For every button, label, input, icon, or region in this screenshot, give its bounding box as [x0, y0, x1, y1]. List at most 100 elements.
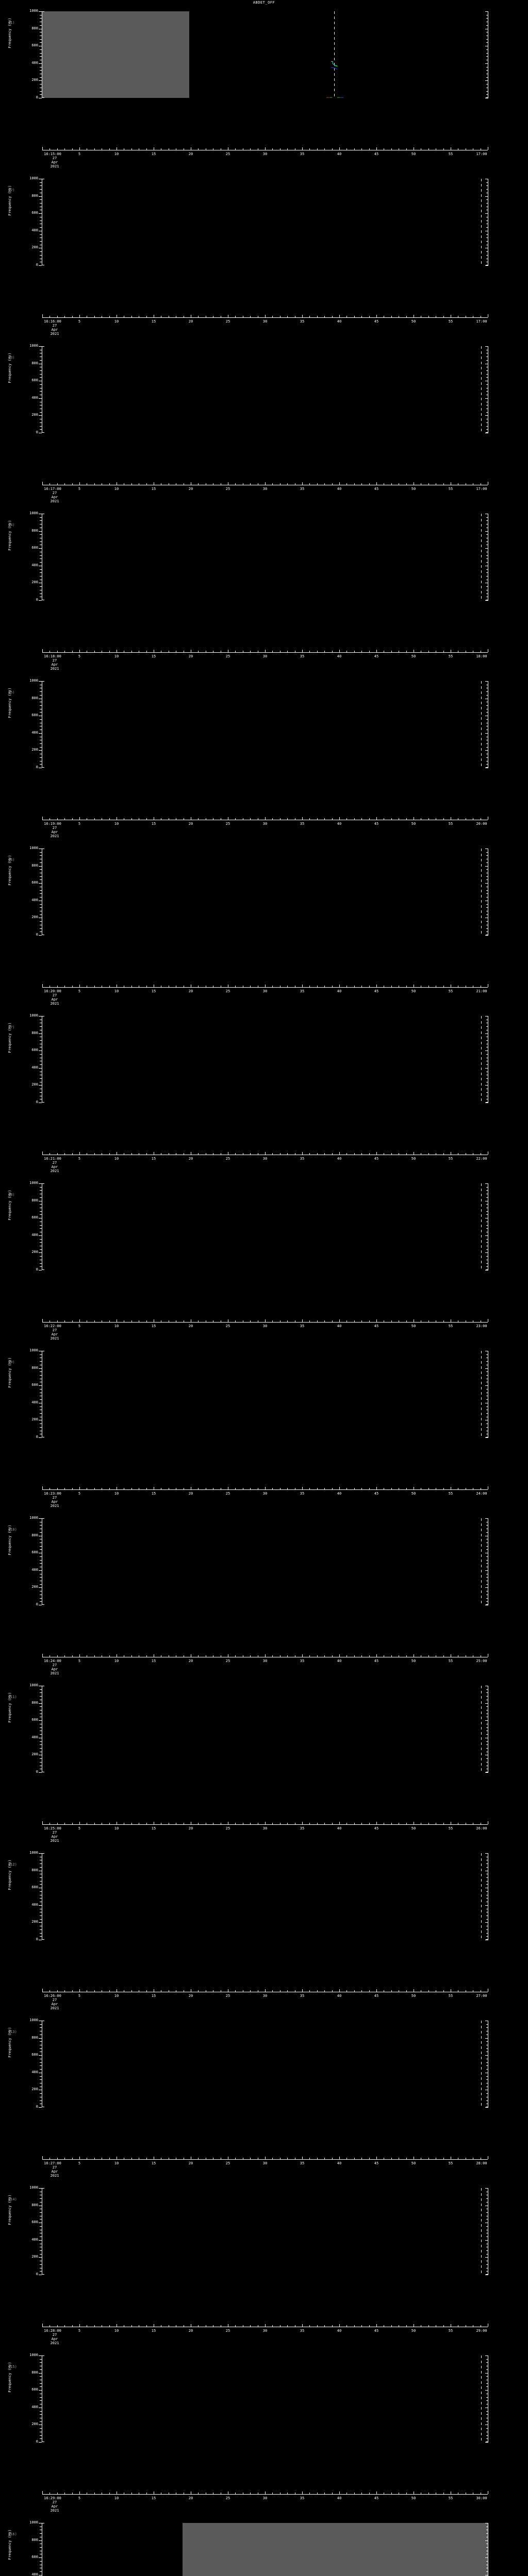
time-tick-minor — [287, 2158, 288, 2159]
time-tick-label: 40 — [337, 2161, 342, 2165]
time-tick-minor — [235, 2325, 236, 2327]
y-tick-minor — [40, 1064, 42, 1065]
y-tick-minor-right — [486, 1242, 488, 1243]
y-tick-minor — [40, 541, 42, 542]
time-tick-minor — [94, 2493, 95, 2494]
time-tick-major — [42, 1151, 43, 1155]
time-tick-minor — [287, 1153, 288, 1155]
y-tick-minor-right — [486, 1884, 488, 1885]
time-tick-minor — [235, 2158, 236, 2159]
time-tick-minor — [346, 483, 347, 485]
time-tick-minor — [72, 986, 73, 987]
time-tick-label: 50 — [411, 2329, 416, 2333]
time-tick-minor — [131, 1320, 132, 1322]
time-tick-minor — [369, 651, 370, 652]
time-tick-minor — [250, 986, 251, 987]
time-tick-minor — [354, 483, 355, 485]
time-tick-minor — [369, 1823, 370, 1824]
time-tick-minor — [324, 1488, 325, 1489]
time-tick-minor — [309, 2493, 310, 2494]
time-tick-minor — [57, 1153, 58, 1155]
time-tick-major — [42, 984, 43, 987]
y-tick-minor-right — [486, 251, 488, 252]
y-tick-label: 0 — [36, 2272, 38, 2276]
time-tick-label: 40 — [337, 1157, 342, 1161]
time-tick-minor — [146, 2325, 147, 2327]
y-tick-minor — [40, 928, 42, 929]
y-tick-minor-right — [486, 2250, 488, 2251]
date-line: 27 — [52, 324, 57, 328]
time-tick-minor — [146, 986, 147, 987]
y-tick-major — [39, 1033, 42, 1034]
time-marker-line — [481, 681, 482, 768]
time-tick-label: 15 — [151, 1324, 156, 1328]
y-tick-major — [39, 2557, 42, 2558]
time-tick-label: 50 — [411, 319, 416, 324]
time-tick-minor — [391, 1488, 392, 1489]
time-tick-minor — [361, 986, 362, 987]
time-tick-minor — [391, 1823, 392, 1824]
y-tick-minor — [40, 764, 42, 765]
panel-index-label: (9) — [8, 1360, 15, 1364]
date-line: 2021 — [50, 332, 59, 336]
y-tick-minor-right — [486, 569, 488, 570]
y-tick-label: 1000 — [29, 1181, 38, 1185]
y-tick-label: 400 — [31, 1902, 38, 1907]
time-tick-label: 5 — [78, 2329, 81, 2333]
time-tick-minor — [369, 1320, 370, 1322]
time-tick-minor — [272, 1153, 273, 1155]
time-tick-major — [339, 1989, 340, 1992]
time-axis-start-label: 16:26:00 — [44, 1994, 61, 1998]
y-tick-minor-right — [486, 1919, 488, 1920]
date-line: Apr — [51, 2504, 58, 2509]
time-tick-minor — [369, 986, 370, 987]
time-tick-minor — [317, 2493, 318, 2494]
time-tick-minor — [361, 316, 362, 317]
y-tick-major — [39, 1085, 42, 1086]
y-tick-minor-right — [486, 2198, 488, 2199]
y-tick-label: 800 — [31, 2370, 38, 2375]
y-tick-minor-right — [486, 377, 488, 378]
y-tick-label: 400 — [31, 897, 38, 902]
y-tick-label: 400 — [31, 1400, 38, 1404]
time-tick-label: 15 — [151, 2329, 156, 2333]
panel-9: 1000 800 600 400 200 0 Frequency (Hz) (9) 16:23:… — [0, 1347, 528, 1514]
y-tick-minor-right — [486, 869, 488, 870]
y-tick-major-right — [485, 1235, 488, 1236]
time-tick-minor — [146, 818, 147, 820]
time-tick-label: 25 — [225, 1826, 230, 1831]
y-tick-major — [39, 1703, 42, 1704]
date-label: 27 Apr 2021 — [51, 1496, 59, 1508]
time-tick-minor — [198, 818, 199, 820]
y-tick-minor-right — [486, 412, 488, 413]
time-tick-minor — [354, 1655, 355, 1657]
time-tick-major — [376, 1822, 377, 1824]
time-tick-minor — [361, 1990, 362, 1992]
y-tick-minor-right — [486, 1399, 488, 1400]
time-tick-label: 20 — [188, 1994, 193, 1998]
time-tick-minor — [346, 818, 347, 820]
y-tick-label: 800 — [31, 361, 38, 365]
time-marker-line — [481, 1351, 482, 1437]
time-tick-minor — [428, 2325, 429, 2327]
y-tick-minor — [40, 2254, 42, 2255]
time-tick-major — [302, 817, 303, 820]
y-tick-minor — [40, 2411, 42, 2412]
time-tick-minor — [287, 986, 288, 987]
y-tick-minor-right — [486, 2212, 488, 2213]
y-tick-label: 0 — [36, 1100, 38, 1104]
y-tick-minor — [40, 1225, 42, 1226]
y-tick-minor-right — [486, 182, 488, 183]
y-tick-label: 0 — [36, 765, 38, 769]
time-tick-major — [339, 1319, 340, 1322]
time-tick-minor — [72, 316, 73, 317]
time-tick-minor — [146, 483, 147, 485]
panel-index-label: (11) — [8, 1695, 17, 1699]
y-tick-label: 800 — [31, 696, 38, 700]
time-tick-major — [302, 650, 303, 652]
y-tick-label: 800 — [31, 2537, 38, 2542]
time-tick-minor — [94, 148, 95, 150]
y-tick-minor-right — [486, 719, 488, 720]
y-tick-minor-right — [486, 1040, 488, 1041]
y-tick-minor-right — [486, 2024, 488, 2025]
